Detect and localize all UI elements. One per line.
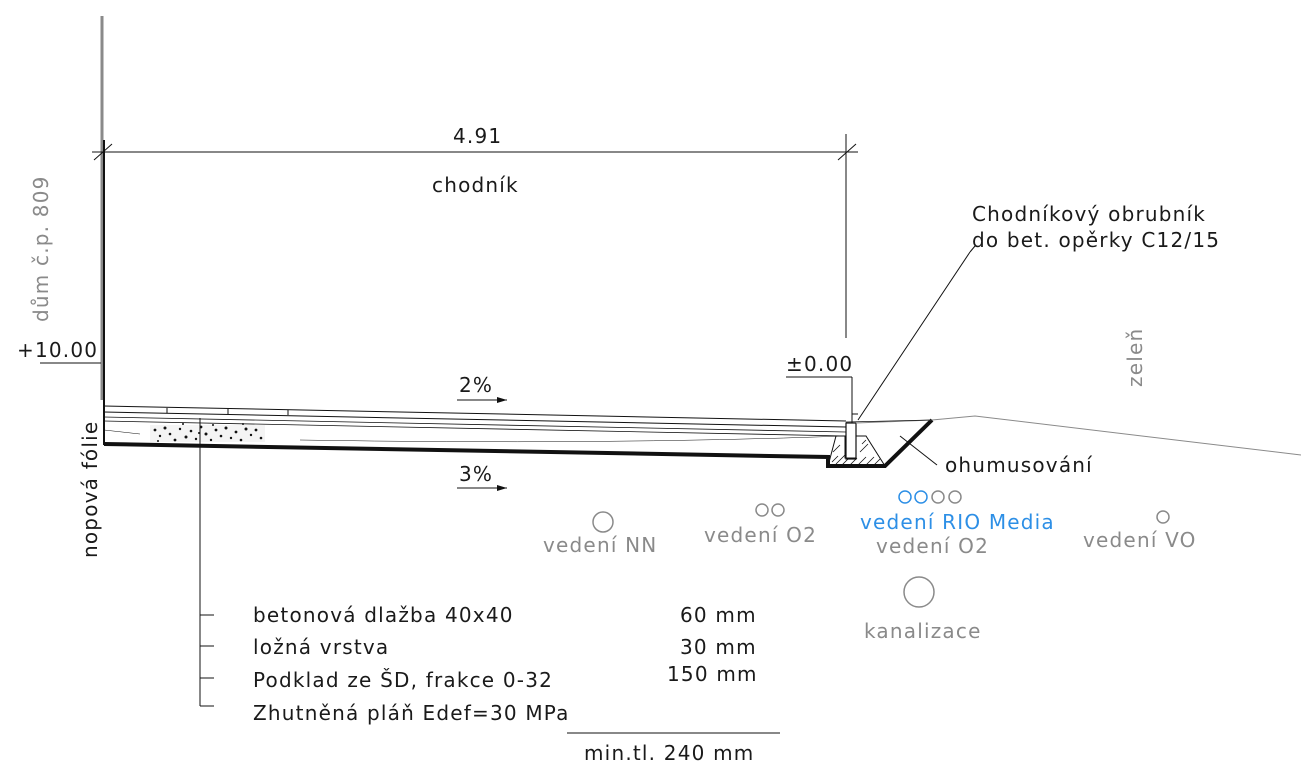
gravel-hatch (150, 423, 265, 442)
terrain-line (845, 415, 1301, 456)
greenery-label: zeleň (1123, 328, 1147, 387)
house-wall (100, 16, 105, 445)
utility-rio-label: vedení RIO Media (860, 510, 1055, 534)
utility-rio-circle-2 (914, 490, 928, 504)
layer-2-name: ložná vrstva (253, 635, 389, 659)
utility-vo-circle (1156, 510, 1170, 524)
width-dimension-line (92, 134, 858, 338)
utility-o2b-circle-1 (931, 490, 945, 504)
layer-4-name: Zhutněná pláň Edef=30 MPa (253, 701, 570, 725)
slope-arrow-top (457, 397, 507, 403)
sewer-label: kanalizace (864, 619, 982, 643)
slope-top-value: 2% (459, 373, 493, 397)
utility-o2a-label: vedení O2 (704, 523, 817, 547)
curb (827, 413, 886, 467)
house-label: dům č.p. 809 (29, 175, 53, 322)
layer-1-thickness: 60 mm (680, 603, 757, 627)
layer-1-name: betonová dlažba 40x40 (253, 603, 514, 627)
layer-leader (199, 418, 214, 707)
utility-o2a-circle-1 (755, 503, 769, 517)
curb-label-line1: Chodníkový obrubník (972, 202, 1206, 226)
sidewalk-label: chodník (432, 173, 519, 197)
layer-2-thickness: 30 mm (680, 635, 757, 659)
utility-rio-circle-1 (898, 490, 912, 504)
topsoil-label: ohumusování (945, 453, 1093, 477)
slope-arrow-bottom (457, 485, 507, 491)
total-thickness: min.tl. 240 mm (584, 741, 754, 765)
right-level-value: ±0.00 (786, 352, 853, 376)
width-dimension-value: 4.91 (453, 124, 502, 148)
utility-o2b-circle-2 (948, 490, 962, 504)
utility-o2a-circle-2 (771, 503, 785, 517)
curb-label-line2: do bet. opěrky C12/15 (972, 228, 1220, 252)
right-level-marker (786, 376, 853, 414)
curb-leader (857, 245, 976, 421)
slope-bottom-value: 3% (459, 462, 493, 486)
utility-nn-label: vedení NN (543, 533, 657, 557)
topsoil-leader (899, 435, 938, 466)
layer-3-thickness: 150 mm (667, 662, 758, 686)
utility-nn-circle (592, 511, 614, 533)
left-level-value: +10.00 (17, 338, 98, 362)
utility-vo-label: vedení VO (1083, 528, 1197, 552)
sewer-circle (903, 576, 935, 608)
layer-3-name: Podklad ze ŠD, frakce 0-32 (253, 668, 553, 692)
membrane-label: nopová fólie (78, 421, 102, 558)
utility-o2b-label: vedení O2 (876, 534, 989, 558)
